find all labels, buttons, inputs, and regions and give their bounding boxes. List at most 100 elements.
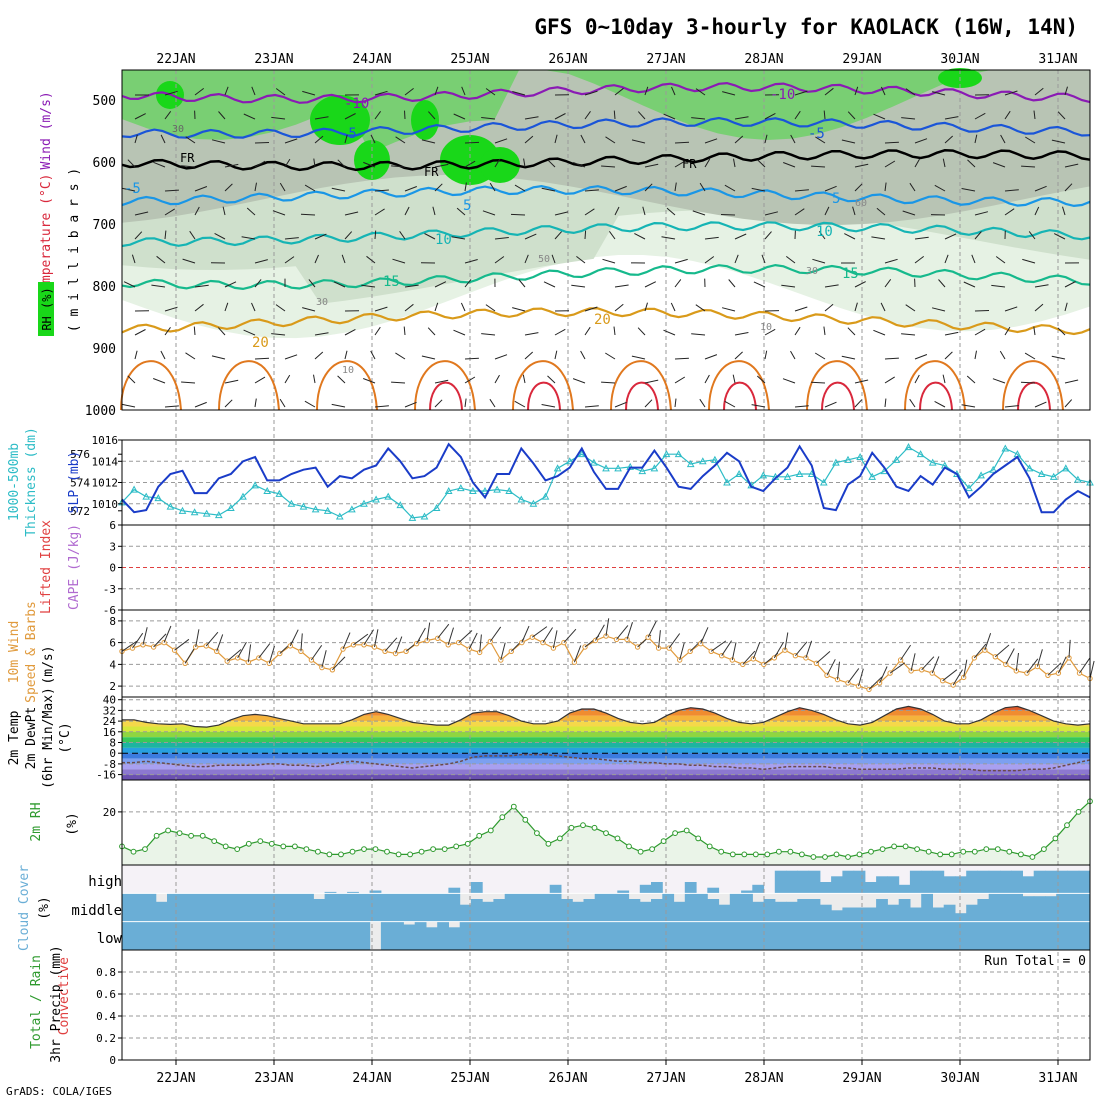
upper-wind-barb: [902, 210, 916, 216]
upper-wind-barb: [121, 187, 136, 192]
cloud-bar: [909, 921, 922, 950]
wind-barb: [984, 633, 992, 651]
upper-wind-barb: [663, 113, 676, 120]
temp-stripe: [122, 763, 1090, 770]
upper-wind-barb: [374, 208, 385, 216]
wind-barb: [910, 653, 916, 672]
cloud-bar: [639, 884, 652, 894]
isotherm-freezing: [121, 149, 1091, 172]
cloud-bar: [684, 921, 697, 950]
upper-wind-barb: [1000, 134, 1006, 144]
upper-wind-barb: [404, 284, 419, 288]
rh-legend-swatch: [38, 282, 54, 336]
upper-wind-barb: [374, 230, 377, 240]
cloud-bar: [144, 893, 157, 922]
ylabel-rh: RH (%): [40, 287, 54, 330]
contour-label: -5: [340, 126, 357, 142]
wind-barb: [132, 632, 144, 649]
rh2m-marker: [395, 851, 402, 858]
rh2m-marker: [822, 854, 828, 860]
rh2m-marker: [948, 851, 955, 858]
cloud-bar: [831, 910, 843, 922]
upper-wind-barb: [876, 207, 886, 216]
cloud-bar: [797, 870, 810, 894]
upper-wind-barb: [811, 165, 826, 168]
upper-wind-barb: [1064, 379, 1079, 384]
upper-wind-barb: [764, 211, 779, 216]
cloud-bar: [1078, 921, 1091, 950]
wind-barb: [363, 629, 375, 646]
upper-wind-barb: [884, 141, 899, 144]
cloud-bar: [493, 899, 506, 922]
cape-tick: 0: [109, 562, 116, 575]
upper-wind-barb: [751, 404, 766, 408]
upper-wind-barb: [489, 398, 496, 408]
wind-barb: [868, 676, 883, 690]
cloud-bar: [414, 921, 427, 950]
pressure-tick: 700: [93, 218, 116, 233]
thickness-marker: [565, 457, 574, 465]
cloud-bar: [864, 921, 877, 950]
upper-wind-barb: [194, 206, 200, 216]
cloud-bar: [617, 921, 630, 950]
cloud-bar: [932, 921, 945, 950]
cloud-bar: [347, 891, 359, 894]
upper-wind-barb: [573, 162, 586, 168]
upper-wind-barb: [631, 139, 646, 144]
upper-wind-barb: [757, 159, 766, 168]
contour-label: -10: [344, 96, 369, 112]
rh2m-marker: [153, 832, 160, 839]
rh2m-marker: [315, 848, 321, 855]
ylabel-temperature: Temperature (°C)Wind (m/s): [39, 91, 54, 299]
upper-wind-barb: [644, 379, 659, 384]
upper-wind-barb: [884, 258, 898, 264]
upper-wind-barb: [631, 355, 646, 360]
upper-wind-barb: [434, 399, 443, 408]
rh2m-marker: [557, 835, 563, 842]
upper-wind-barb: [691, 333, 706, 336]
isotherm-20: [121, 307, 1091, 336]
cloud-bar: [1000, 921, 1012, 950]
cloud-bar: [842, 870, 855, 894]
cloud-bar: [887, 876, 900, 894]
upper-wind-barb: [363, 378, 376, 384]
thickness-marker: [251, 481, 259, 489]
cape-tick: 3: [109, 540, 116, 553]
cloud-bar: [403, 893, 416, 922]
cloud-bar: [842, 921, 855, 950]
upper-wind-barb: [974, 211, 989, 216]
temp-stripe: [122, 753, 1090, 759]
isotherm-minus5: [121, 116, 1091, 139]
upper-wind-barb: [974, 231, 982, 240]
rh2m-marker: [868, 848, 874, 855]
upper-wind-barb: [695, 304, 706, 312]
upper-wind-barb: [314, 116, 329, 120]
upper-wind-barb: [134, 113, 146, 120]
upper-wind-barb: [374, 111, 382, 120]
cloud-bar: [133, 893, 146, 922]
upper-wind-barb: [464, 357, 479, 360]
cloud-bar: [1045, 921, 1057, 950]
thickness-tick: 576: [70, 448, 90, 461]
upper-wind-barb: [543, 281, 556, 288]
contour-label: 10: [816, 224, 833, 240]
cloud-bar: [819, 921, 832, 950]
upper-wind-barb: [734, 332, 749, 336]
thickness-marker: [819, 478, 828, 486]
upper-wind-barb: [854, 163, 869, 168]
cloud-bar: [628, 899, 641, 922]
ylabel-wind-2: Speed & Barbs: [24, 601, 39, 703]
upper-wind-barb: [734, 233, 747, 240]
cloud-bar: [1033, 870, 1046, 894]
upper-wind-barb: [131, 254, 136, 264]
upper-wind-barb: [1004, 208, 1015, 216]
upper-wind-barb: [481, 333, 496, 336]
rh2m-marker: [637, 848, 644, 855]
upper-wind-barb: [934, 184, 946, 192]
tick-layer: 22JAN 22JAN 23JAN 23JAN 24JAN 24JAN 25JAN 25JAN…: [70, 52, 1077, 1086]
wind-tick: 2: [109, 680, 116, 693]
rh2m-marker: [372, 846, 379, 852]
upper-wind-barb: [554, 328, 566, 336]
cloud-bar: [369, 893, 382, 922]
upper-wind-barb: [224, 302, 229, 312]
